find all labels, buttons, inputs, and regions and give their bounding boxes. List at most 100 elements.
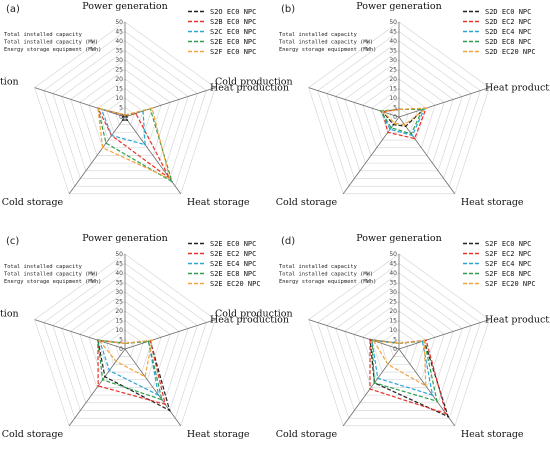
legend-label: S2D EC0 NPC bbox=[485, 8, 531, 16]
data-point bbox=[126, 119, 129, 121]
radar-panel: (a) 0 5 10 15 20 25 30 35 40 45 50 Power generation H… bbox=[0, 1, 289, 208]
note-text: Total installed capacity (MW) bbox=[279, 272, 373, 278]
tick-label: 30 bbox=[115, 57, 123, 64]
grid-ring bbox=[326, 272, 472, 411]
axis-name: Heat storage bbox=[187, 197, 250, 208]
data-point bbox=[370, 339, 373, 342]
tick-label: 5 bbox=[393, 105, 397, 112]
legend-label: S2F EC0 NPC bbox=[485, 240, 531, 248]
data-point bbox=[386, 363, 389, 366]
legend-label: S2E EC0 NPC bbox=[210, 38, 256, 46]
data-point bbox=[96, 107, 99, 110]
tick-label: 50 bbox=[115, 19, 123, 26]
tick-label: 45 bbox=[389, 29, 397, 36]
data-point bbox=[125, 115, 128, 118]
grid-ring bbox=[335, 282, 463, 404]
legend-label: S2F EC4 NPC bbox=[485, 260, 531, 268]
legend-label: S2F EC8 NPC bbox=[485, 270, 531, 278]
data-point bbox=[98, 339, 101, 342]
series-polygon bbox=[372, 340, 427, 387]
tick-label: 20 bbox=[115, 308, 123, 315]
note-text: Total installed capacity bbox=[279, 32, 358, 38]
data-point bbox=[369, 338, 371, 341]
tick-label: 20 bbox=[115, 76, 123, 83]
tick-label: 5 bbox=[119, 337, 123, 344]
tick-label: 15 bbox=[389, 86, 397, 93]
data-point bbox=[389, 128, 391, 131]
axis-name: Power generation bbox=[82, 1, 167, 12]
data-point bbox=[398, 108, 400, 111]
grid-ring bbox=[389, 339, 409, 357]
data-point bbox=[447, 415, 450, 418]
legend-label: S2E EC2 NPC bbox=[210, 250, 256, 258]
grid-ring bbox=[52, 272, 198, 411]
tick-label: 5 bbox=[393, 337, 397, 344]
axis-name: Power generation bbox=[356, 1, 441, 12]
tick-label: 50 bbox=[389, 251, 397, 258]
axis-name: Heat production bbox=[210, 315, 289, 326]
axis-name: Heat storage bbox=[461, 197, 524, 208]
grid-ring bbox=[362, 78, 436, 149]
tick-label: 30 bbox=[389, 57, 397, 64]
tick-label: 45 bbox=[115, 29, 123, 36]
data-point bbox=[103, 375, 106, 378]
axis-spoke bbox=[68, 116, 126, 195]
data-point bbox=[423, 339, 426, 342]
data-point bbox=[390, 126, 393, 129]
series-polygon bbox=[96, 107, 171, 179]
grid-ring bbox=[335, 50, 463, 172]
data-point bbox=[105, 142, 107, 145]
tick-label: 35 bbox=[115, 48, 123, 55]
grid-ring bbox=[79, 69, 171, 156]
data-point bbox=[121, 119, 124, 121]
note-text: Total installed capacity (MW) bbox=[4, 272, 98, 278]
grid-ring bbox=[106, 329, 144, 365]
grid-ring bbox=[97, 88, 153, 141]
note-text: Energy storage equipment (MWh) bbox=[4, 279, 101, 285]
grid-ring bbox=[43, 263, 207, 419]
data-point bbox=[421, 108, 424, 111]
data-point bbox=[124, 114, 126, 116]
grid-ring bbox=[317, 31, 481, 187]
data-point bbox=[436, 400, 438, 403]
axis-spoke bbox=[398, 319, 490, 350]
note-text: Energy storage equipment (MWh) bbox=[279, 47, 376, 53]
grid-ring bbox=[371, 320, 427, 373]
grid-ring bbox=[362, 310, 436, 381]
tick-label: 20 bbox=[389, 76, 397, 83]
data-point bbox=[380, 110, 382, 113]
tick-label: 40 bbox=[389, 270, 397, 277]
series-polygon bbox=[98, 339, 153, 378]
radar-panel: (b) 0 5 10 15 20 25 30 35 40 45 50 Power generation H… bbox=[215, 1, 550, 208]
grid-ring bbox=[317, 263, 481, 419]
tick-label: 50 bbox=[389, 19, 397, 26]
panel-label: (d) bbox=[281, 236, 295, 247]
note-text: Total installed capacity bbox=[4, 264, 83, 270]
panel-label: (c) bbox=[6, 236, 19, 247]
data-point bbox=[157, 394, 160, 397]
series-polygon bbox=[379, 108, 424, 135]
data-point bbox=[97, 384, 100, 387]
grid-ring bbox=[97, 320, 153, 373]
legend-label: S2D EC8 NPC bbox=[485, 38, 531, 46]
grid-ring bbox=[389, 107, 409, 125]
tick-label: 10 bbox=[389, 95, 397, 102]
data-point bbox=[110, 134, 113, 137]
data-point bbox=[134, 112, 137, 115]
data-point bbox=[425, 107, 428, 110]
data-point bbox=[393, 122, 396, 125]
tick-label: 35 bbox=[389, 280, 397, 287]
tick-label: 5 bbox=[119, 105, 123, 112]
axis-name: Cold storage bbox=[276, 429, 338, 440]
legend-label: S2E EC0 NPC bbox=[210, 240, 256, 248]
data-point bbox=[168, 177, 171, 180]
grid-ring bbox=[344, 291, 454, 396]
data-point bbox=[101, 378, 104, 381]
grid-ring bbox=[70, 59, 180, 164]
tick-label: 30 bbox=[389, 289, 397, 296]
tick-label: 25 bbox=[389, 299, 397, 306]
panel-label: (b) bbox=[281, 4, 295, 15]
grid-ring bbox=[34, 253, 216, 427]
grid-ring bbox=[88, 310, 162, 381]
